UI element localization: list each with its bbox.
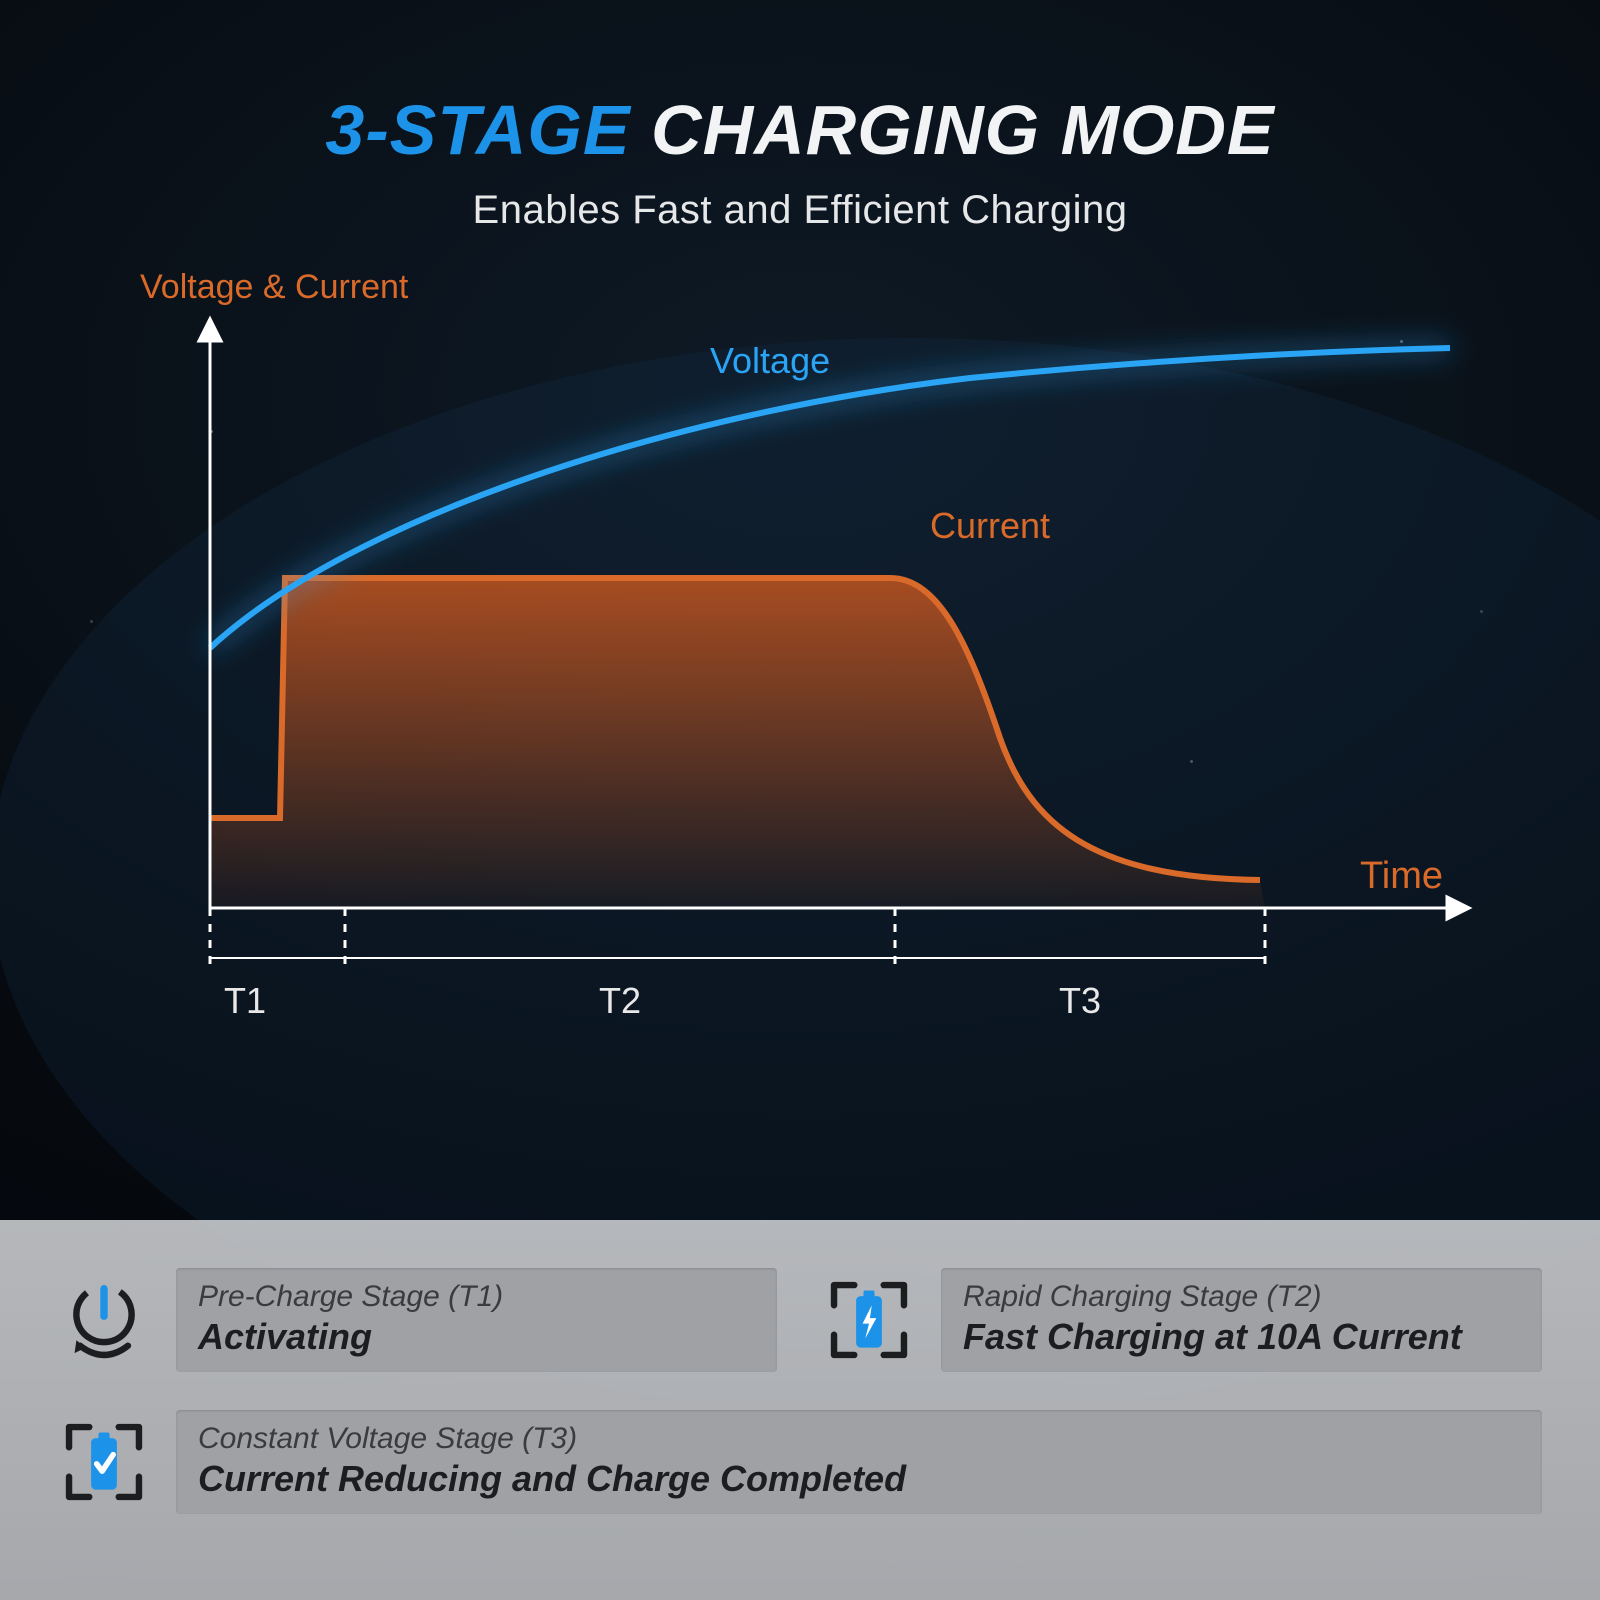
stage-card-t1: Pre-Charge Stage (T1) Activating [58, 1268, 777, 1372]
stage-desc: Current Reducing and Charge Completed [198, 1458, 1520, 1500]
stage-label: T1 [224, 980, 266, 1021]
stage-card-t3: Constant Voltage Stage (T3) Current Redu… [58, 1410, 1542, 1514]
current-label: Current [930, 505, 1050, 546]
title-accent: 3-STAGE [325, 91, 630, 169]
stage-desc: Activating [198, 1316, 755, 1358]
stage-text-t3: Constant Voltage Stage (T3) Current Redu… [176, 1410, 1542, 1514]
stage-card-t2: Rapid Charging Stage (T2) Fast Charging … [823, 1268, 1542, 1372]
title-rest: CHARGING MODE [651, 91, 1275, 169]
page-title: 3-STAGE CHARGING MODE [0, 90, 1600, 170]
stage-name: Constant Voltage Stage (T3) [198, 1422, 1520, 1456]
legend-row-2: Constant Voltage Stage (T3) Current Redu… [58, 1410, 1542, 1514]
battery-bolt-icon [823, 1274, 915, 1366]
stage-text-t2: Rapid Charging Stage (T2) Fast Charging … [941, 1268, 1542, 1372]
stage-text-t1: Pre-Charge Stage (T1) Activating [176, 1268, 777, 1372]
stage-desc: Fast Charging at 10A Current [963, 1316, 1520, 1358]
power-icon [58, 1274, 150, 1366]
chart-area: Voltage & Current T1 [150, 268, 1480, 1068]
x-axis-label: Time [1360, 855, 1443, 897]
legend-row-1: Pre-Charge Stage (T1) Activating Rapid C… [58, 1268, 1542, 1372]
subtitle: Enables Fast and Efficient Charging [0, 188, 1600, 233]
voltage-label: Voltage [710, 340, 830, 381]
stage-label: T2 [599, 980, 641, 1021]
battery-check-icon [58, 1416, 150, 1508]
stage-name: Rapid Charging Stage (T2) [963, 1280, 1520, 1314]
y-axis-label: Voltage & Current [140, 268, 408, 307]
header: 3-STAGE CHARGING MODE Enables Fast and E… [0, 0, 1600, 233]
chart-svg: T1 T2 T3 Voltage Current Time [150, 318, 1480, 1038]
stage-label: T3 [1059, 980, 1101, 1021]
stage-name: Pre-Charge Stage (T1) [198, 1280, 755, 1314]
legend-panel: Pre-Charge Stage (T1) Activating Rapid C… [0, 1220, 1600, 1600]
